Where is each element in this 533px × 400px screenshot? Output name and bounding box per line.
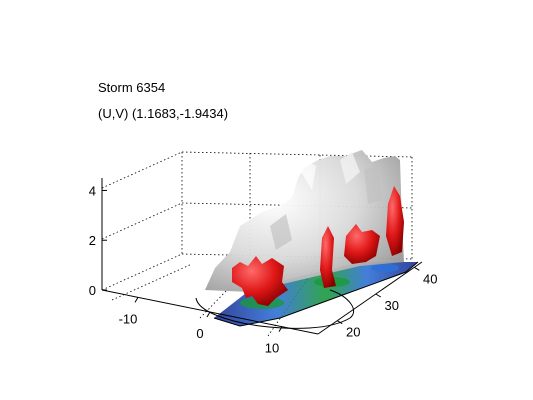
- x-tick-label: 10: [265, 341, 279, 356]
- y-tick-label: 30: [385, 298, 399, 313]
- tick-marks: [102, 189, 420, 332]
- y-tick: [337, 320, 343, 325]
- tick-labels: 0 2 4 -10 0 10 20 30 40: [89, 183, 438, 355]
- y-axis-line: [317, 261, 423, 335]
- y-tick: [375, 293, 382, 298]
- z-tick-label: 0: [89, 283, 96, 298]
- z-tick-label: 4: [89, 183, 96, 198]
- y-tick-label: 40: [423, 271, 437, 286]
- x-tick: [134, 297, 139, 303]
- chart-title: Storm 6354: [98, 80, 166, 95]
- z-tick-label: 2: [89, 233, 96, 248]
- x-tick: [278, 326, 283, 332]
- x-tick-label: -10: [119, 311, 138, 326]
- isosurface-red: [232, 186, 404, 306]
- y-tick: [414, 266, 420, 271]
- floor-contour-lines: [195, 261, 419, 329]
- y-tick-label: 20: [346, 325, 360, 340]
- x-tick: [206, 311, 211, 318]
- x-tick-label: 0: [196, 326, 203, 341]
- chart-subtitle: (U,V) (1.1683,-1.9434): [98, 106, 229, 121]
